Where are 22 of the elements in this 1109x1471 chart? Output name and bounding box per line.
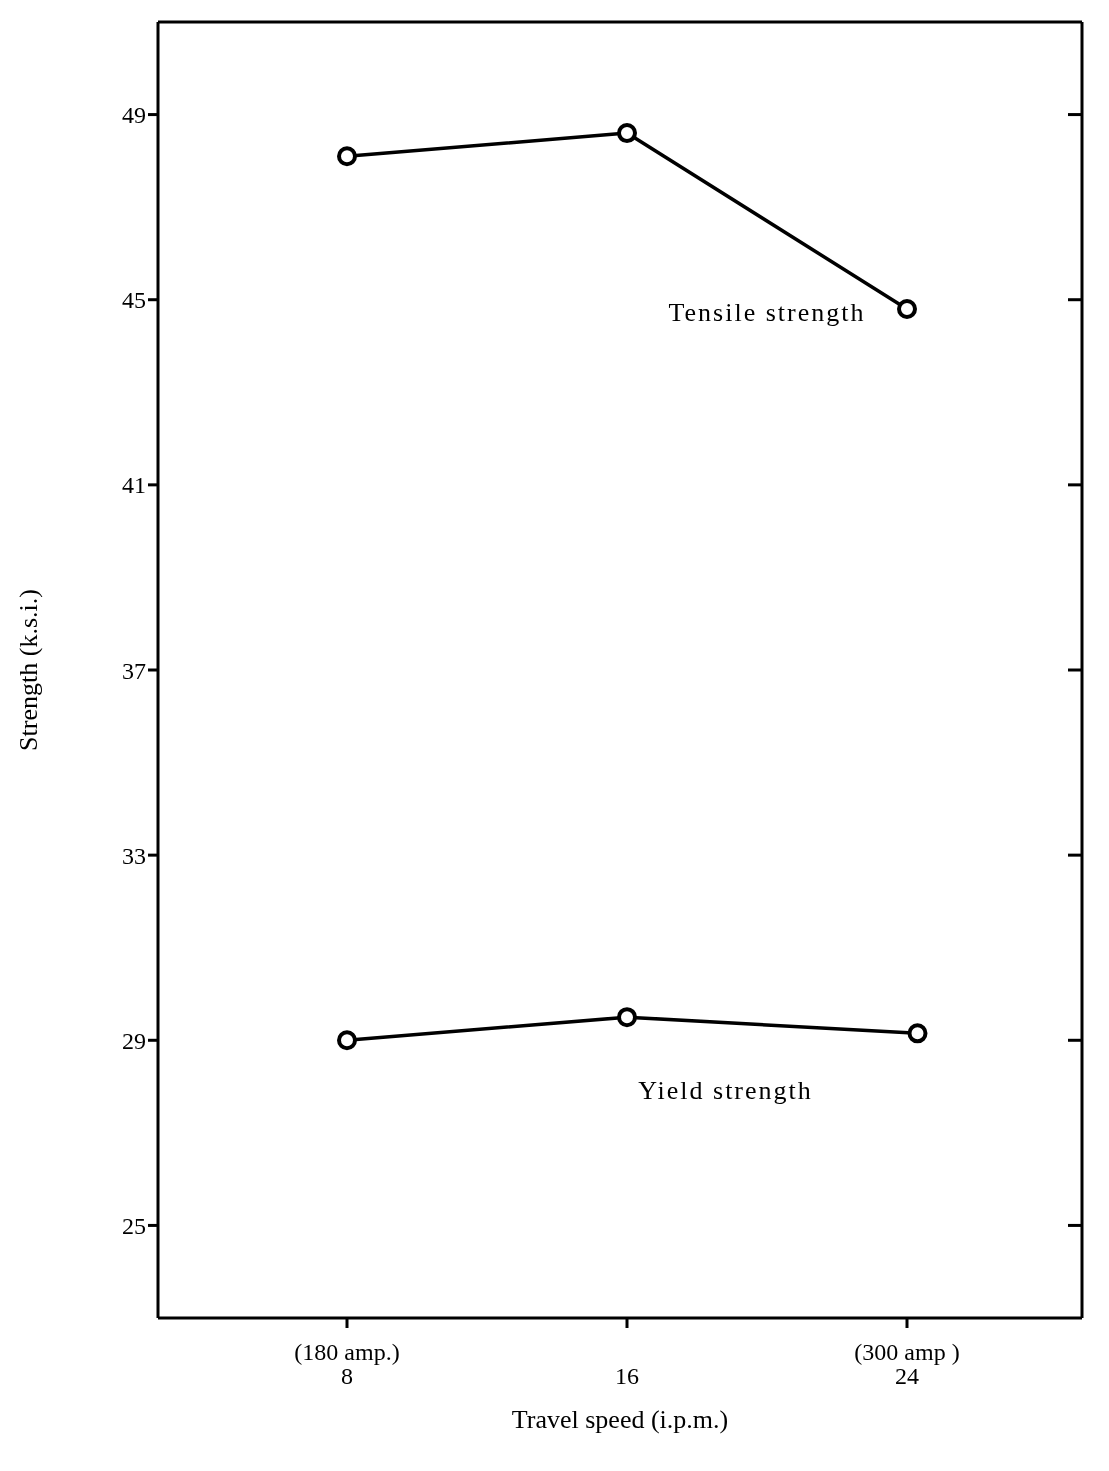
y-tick-label: 37	[122, 657, 146, 684]
text: (300 amp )	[854, 1339, 960, 1365]
y-tick-label: 49	[122, 102, 146, 129]
x-tick-label: 24	[895, 1363, 919, 1389]
point	[617, 1007, 637, 1028]
x-tick-label: 8	[341, 1363, 353, 1389]
y-tick-label: 33	[122, 842, 146, 869]
series-label: Yield strength	[638, 1076, 813, 1106]
point	[617, 123, 637, 144]
y-tick-label: 41	[122, 472, 146, 499]
point	[337, 146, 357, 167]
point	[897, 298, 917, 319]
series-label: Tensile strength	[668, 297, 866, 327]
x-axis-title: Travel speed (i.p.m.)	[511, 1405, 729, 1434]
point	[337, 1030, 357, 1051]
text: (180 amp.)	[294, 1339, 400, 1365]
point	[907, 1023, 928, 1044]
y-axis-title: Strength (k.s.i.)	[14, 589, 44, 751]
y-tick-label: 45	[122, 287, 146, 314]
y-tick-label: 25	[122, 1212, 146, 1239]
y-tick-label: 29	[122, 1027, 146, 1054]
x-tick-label: 16	[615, 1363, 639, 1389]
